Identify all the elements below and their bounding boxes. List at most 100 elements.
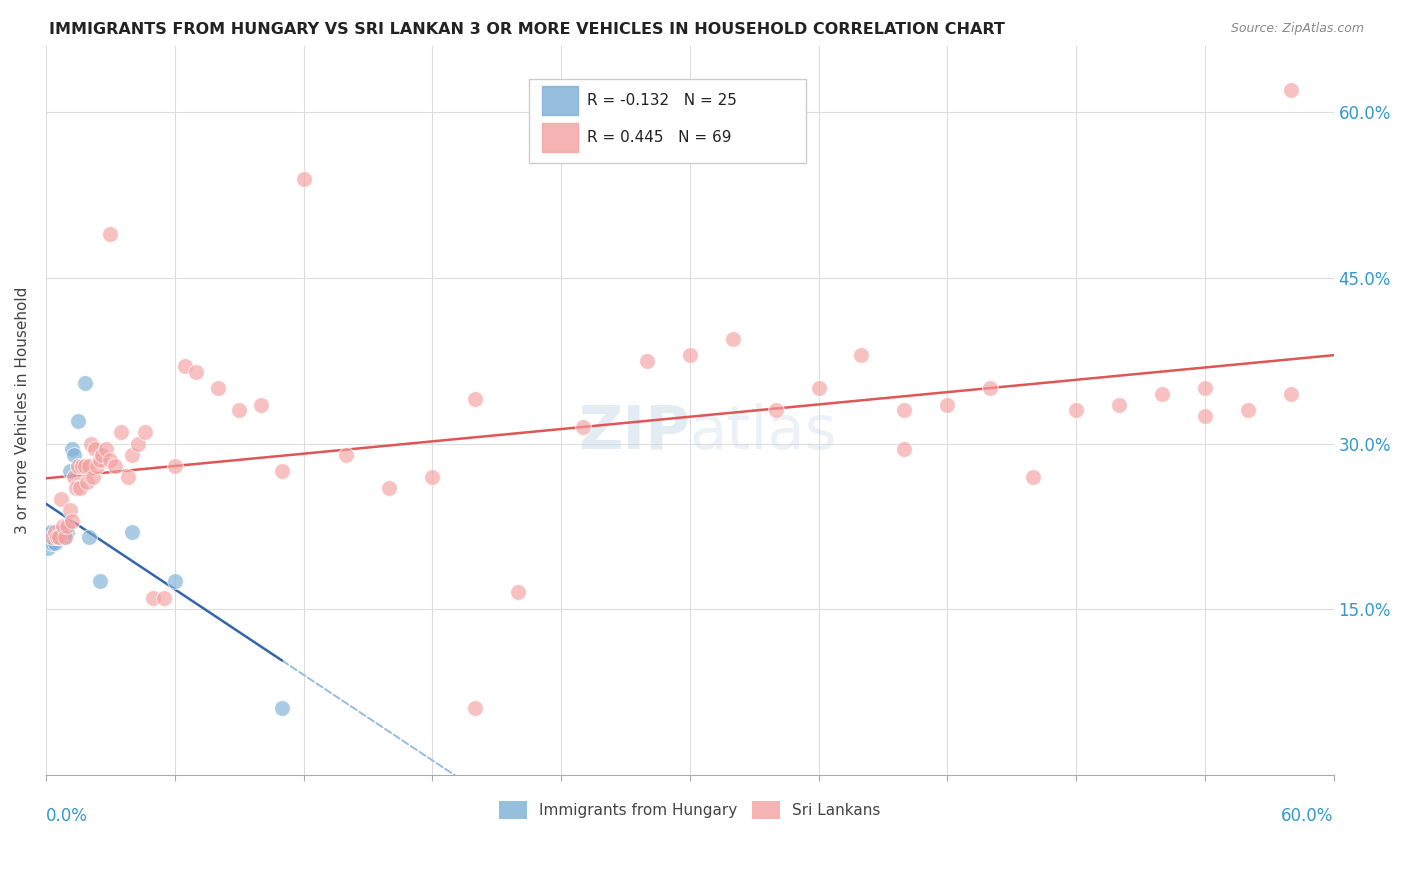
Point	[44, 524, 66, 539]
Point	[228, 403, 250, 417]
Point	[73, 376, 96, 390]
Point	[807, 381, 830, 395]
Point	[90, 448, 112, 462]
Point	[77, 530, 100, 544]
Point	[1194, 409, 1216, 423]
Point	[292, 171, 315, 186]
Point	[721, 332, 744, 346]
Point	[41, 536, 63, 550]
Point	[1022, 469, 1045, 483]
Point	[41, 530, 63, 544]
Point	[571, 420, 593, 434]
Point	[39, 524, 62, 539]
Point	[41, 524, 63, 539]
Text: Source: ZipAtlas.com: Source: ZipAtlas.com	[1230, 22, 1364, 36]
Point	[72, 458, 94, 473]
Point	[69, 481, 91, 495]
Point	[77, 458, 100, 473]
Point	[679, 348, 702, 362]
Y-axis label: 3 or more Vehicles in Household: 3 or more Vehicles in Household	[15, 286, 30, 534]
Point	[1194, 381, 1216, 395]
Point	[48, 524, 70, 539]
Point	[979, 381, 1001, 395]
Point	[82, 469, 104, 483]
Point	[893, 403, 915, 417]
Point	[121, 448, 143, 462]
Point	[464, 392, 486, 407]
Point	[1279, 83, 1302, 97]
Point	[1064, 403, 1087, 417]
Text: 0.0%: 0.0%	[46, 807, 87, 825]
Point	[60, 442, 83, 456]
Point	[163, 458, 186, 473]
Point	[98, 227, 121, 241]
Point	[84, 442, 107, 456]
Point	[163, 574, 186, 589]
Point	[765, 403, 787, 417]
Text: IMMIGRANTS FROM HUNGARY VS SRI LANKAN 3 OR MORE VEHICLES IN HOUSEHOLD CORRELATIO: IMMIGRANTS FROM HUNGARY VS SRI LANKAN 3 …	[49, 22, 1005, 37]
Point	[127, 436, 149, 450]
Point	[52, 524, 75, 539]
Point	[1108, 398, 1130, 412]
Point	[121, 524, 143, 539]
Point	[636, 353, 658, 368]
Point	[893, 442, 915, 456]
Point	[63, 448, 86, 462]
Point	[45, 527, 67, 541]
Point	[39, 530, 62, 544]
Point	[1279, 387, 1302, 401]
Point	[508, 585, 530, 599]
Point	[153, 591, 176, 605]
Point	[58, 464, 80, 478]
Point	[63, 469, 86, 483]
Point	[52, 519, 75, 533]
Point	[76, 475, 98, 490]
Point	[80, 436, 103, 450]
Text: ZIP: ZIP	[578, 403, 690, 462]
FancyBboxPatch shape	[529, 79, 806, 162]
Point	[53, 530, 76, 544]
Point	[65, 481, 87, 495]
Bar	[541, 123, 578, 152]
Point	[420, 469, 443, 483]
Point	[207, 381, 229, 395]
Point	[174, 359, 197, 374]
Point	[271, 701, 294, 715]
Point	[851, 348, 873, 362]
Point	[98, 453, 121, 467]
Point	[94, 442, 117, 456]
Point	[1150, 387, 1173, 401]
Text: atlas: atlas	[690, 403, 838, 462]
Point	[53, 530, 76, 544]
Point	[117, 469, 139, 483]
Point	[104, 458, 127, 473]
Legend: Immigrants from Hungary, Sri Lankans: Immigrants from Hungary, Sri Lankans	[494, 796, 887, 825]
Point	[45, 530, 67, 544]
Point	[60, 514, 83, 528]
Point	[936, 398, 959, 412]
Point	[1236, 403, 1258, 417]
Point	[44, 536, 66, 550]
Point	[86, 458, 108, 473]
Point	[186, 365, 208, 379]
Point	[45, 530, 67, 544]
Point	[134, 425, 156, 440]
Point	[67, 458, 90, 473]
Point	[49, 524, 72, 539]
Point	[89, 453, 111, 467]
Text: R = 0.445   N = 69: R = 0.445 N = 69	[586, 129, 731, 145]
Point	[56, 524, 79, 539]
Point	[49, 491, 72, 506]
Point	[48, 530, 70, 544]
Point	[271, 464, 294, 478]
Point	[44, 530, 66, 544]
Point	[142, 591, 165, 605]
Text: R = -0.132   N = 25: R = -0.132 N = 25	[586, 94, 737, 108]
Point	[49, 530, 72, 544]
Point	[335, 448, 357, 462]
Point	[73, 458, 96, 473]
Point	[37, 541, 59, 556]
Text: 60.0%: 60.0%	[1281, 807, 1334, 825]
Bar	[541, 87, 578, 115]
Point	[110, 425, 132, 440]
